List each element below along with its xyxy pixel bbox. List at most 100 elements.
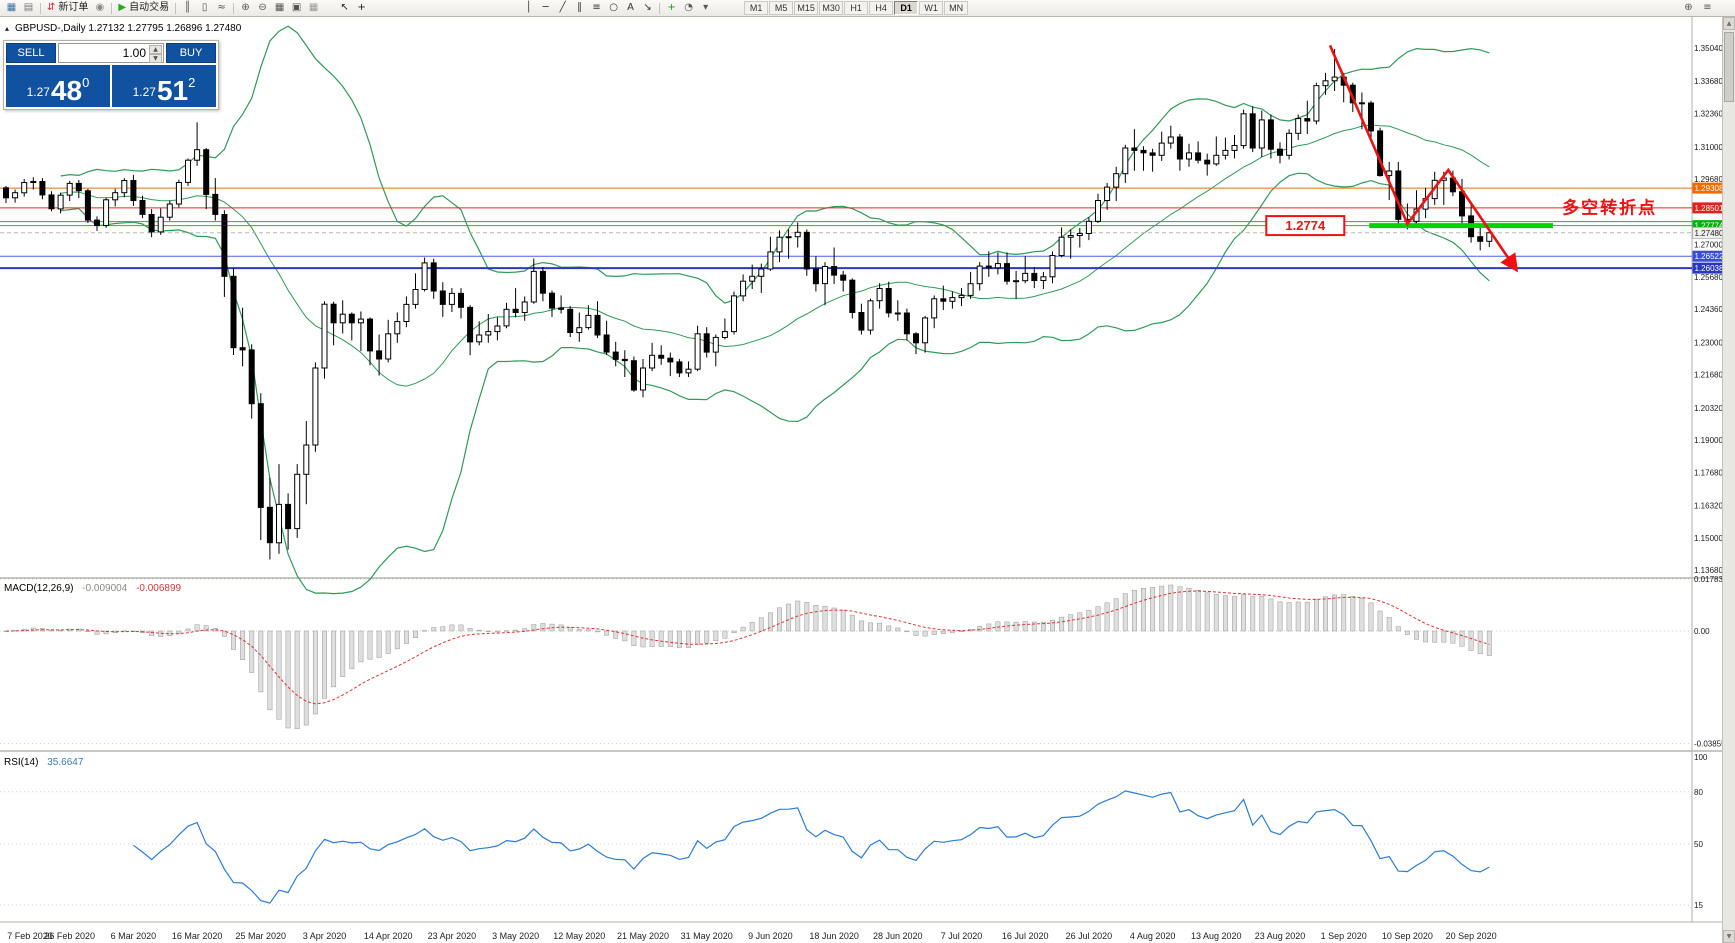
candle	[203, 148, 210, 210]
template-button[interactable]: ▾	[697, 1, 714, 16]
horizontal-line-icon: ─	[542, 2, 549, 13]
candle	[1322, 72, 1329, 95]
candle	[794, 222, 801, 248]
candle	[922, 315, 929, 353]
trendline-button[interactable]: ╱	[554, 1, 571, 16]
chart-canvas[interactable]: 1.2774多空转折点1.350401.336801.323601.310001…	[0, 17, 1735, 943]
candle	[175, 179, 182, 208]
channel-button[interactable]: ∥	[571, 1, 588, 16]
volume-up-icon[interactable]: ▲	[149, 45, 162, 54]
candle	[412, 273, 419, 309]
timeframe-d1[interactable]: D1	[894, 1, 919, 15]
line-chart-button[interactable]: ≈	[213, 1, 230, 16]
shapes-button[interactable]: ○	[605, 1, 622, 16]
windows-list-button[interactable]: ≡	[1699, 1, 1716, 16]
vertical-line-button[interactable]: │	[520, 1, 537, 16]
candle	[303, 421, 310, 505]
candle	[994, 252, 1001, 275]
sell-button[interactable]: SELL	[6, 43, 56, 63]
timeframe-m30[interactable]: M30	[819, 1, 844, 15]
auto-arrange-button[interactable]: ▣	[288, 1, 305, 16]
expert-advisor-button[interactable]: ◉	[91, 1, 108, 16]
one-click-panel-toggle-icon[interactable]: ▴	[5, 24, 10, 33]
candle	[658, 345, 665, 365]
candle	[1140, 146, 1147, 171]
candle	[321, 301, 328, 379]
toolbar-separator	[111, 2, 113, 14]
rsi-value: 35.6647	[47, 757, 84, 768]
new-order-button[interactable]: ⇵ 新订单	[44, 1, 91, 16]
search-button[interactable]: ⊕	[1680, 1, 1697, 16]
bollinger-lower-band[interactable]	[60, 172, 1490, 595]
candlestick-chart-button[interactable]: ▯	[196, 1, 213, 16]
timeframe-h4[interactable]: H4	[869, 1, 894, 15]
svg-text:1.25680: 1.25680	[1694, 273, 1723, 282]
text-label-button[interactable]: A	[622, 1, 639, 16]
buy-price-display[interactable]: 1.27 51 2	[112, 65, 216, 107]
timeframe-m15[interactable]: M15	[794, 1, 819, 15]
timeframe-h1[interactable]: H1	[844, 1, 869, 15]
candle	[1213, 136, 1220, 166]
rsi-scale-label: 80	[1694, 788, 1703, 797]
period-button[interactable]: ◔	[680, 1, 697, 16]
arrow-marker-button[interactable]: ↘	[639, 1, 656, 16]
grid-button[interactable]: ▦	[305, 1, 322, 16]
price-callout[interactable]: 1.2774	[1265, 215, 1346, 237]
candle	[394, 312, 401, 343]
new-chart-button[interactable]: ▦	[3, 1, 20, 16]
trend-zigzag-arrow[interactable]	[1328, 44, 1519, 273]
new-order-icon: ⇵	[47, 2, 56, 13]
profiles-icon: ▤	[23, 2, 34, 13]
bollinger-middle-band[interactable]	[60, 124, 1490, 387]
auto-trading-button[interactable]: ▶ 自动交易	[115, 1, 172, 16]
tile-windows-button[interactable]: ▦	[271, 1, 288, 16]
volume-down-icon[interactable]: ▼	[149, 54, 162, 63]
buy-price-sup: 2	[188, 75, 196, 90]
pivot-annotation-text[interactable]: 多空转折点	[1562, 197, 1657, 217]
candle	[1058, 227, 1065, 258]
indicators-button[interactable]: +	[663, 1, 680, 16]
trendline-icon: ╱	[559, 2, 566, 13]
buy-price-big: 51	[156, 75, 189, 107]
scrollbar-thumb[interactable]	[1724, 32, 1734, 102]
horizontal-line-button[interactable]: ─	[537, 1, 554, 16]
candle	[785, 229, 792, 259]
crosshair-button[interactable]: +	[353, 1, 370, 16]
auto-trading-icon: ▶	[118, 2, 127, 13]
candle	[758, 263, 765, 293]
date-label: 12 May 2020	[553, 931, 605, 941]
sell-price-small: 1.27	[26, 85, 50, 99]
candle	[458, 288, 464, 319]
cursor-button[interactable]: ↖	[336, 1, 353, 16]
timeframe-mn[interactable]: MN	[944, 1, 969, 15]
svg-text:1.21680: 1.21680	[1694, 371, 1723, 380]
scroll-up-icon[interactable]: ▲	[1723, 17, 1735, 30]
candle	[503, 302, 510, 329]
sell-price-display[interactable]: 1.27 48 0	[6, 65, 110, 107]
bollinger-upper-band[interactable]	[60, 25, 1490, 304]
candle	[357, 311, 364, 352]
candle	[1377, 127, 1384, 177]
candle	[767, 236, 774, 271]
volume-input[interactable]: 1.00 ▲ ▼	[58, 43, 164, 63]
bar-chart-button[interactable]: ║	[179, 1, 196, 16]
candle	[348, 312, 355, 341]
timeframe-m5[interactable]: M5	[769, 1, 794, 15]
scroll-down-icon[interactable]: ▼	[1723, 930, 1735, 943]
candle	[594, 301, 601, 338]
buy-button[interactable]: BUY	[166, 43, 216, 63]
candle	[294, 464, 301, 538]
timeframe-m1[interactable]: M1	[744, 1, 769, 15]
svg-text:1.13680: 1.13680	[1694, 566, 1723, 575]
vertical-scrollbar[interactable]: ▲ ▼	[1722, 17, 1735, 943]
candle	[1067, 229, 1074, 259]
macd-signal-value: -0.006899	[136, 583, 182, 594]
zoom-in-button[interactable]: ⊕	[237, 1, 254, 16]
zoom-out-button[interactable]: ⊖	[254, 1, 271, 16]
fibonacci-button[interactable]: ≡	[588, 1, 605, 16]
price-tag: 1.26522	[1692, 250, 1724, 262]
candle	[476, 321, 483, 346]
candle	[1167, 125, 1174, 149]
timeframe-w1[interactable]: W1	[919, 1, 944, 15]
profiles-button[interactable]: ▤	[20, 1, 37, 16]
